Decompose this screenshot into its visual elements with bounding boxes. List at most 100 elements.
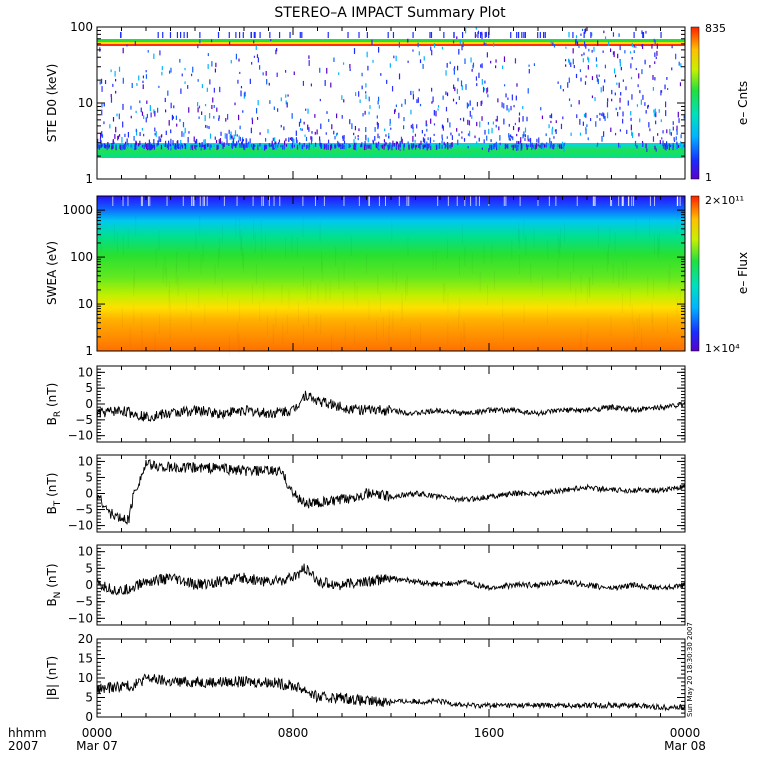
ste-count-mark: [161, 71, 163, 76]
ste-count-mark: [599, 112, 601, 116]
ste-count-mark: [495, 124, 497, 128]
ste-count-mark: [378, 144, 380, 149]
swea-texture-mark: [285, 238, 287, 259]
ste-count-mark: [268, 143, 270, 147]
swea-texture-mark: [204, 303, 206, 324]
ste-count-mark: [580, 38, 582, 42]
ste-count-mark: [341, 143, 343, 150]
ste-count-mark: [419, 144, 421, 148]
ste-count-mark: [155, 130, 157, 137]
ste-count-mark: [238, 58, 240, 62]
ste-count-mark: [282, 144, 284, 150]
ste-count-mark: [242, 110, 244, 113]
ste-count-mark: [502, 65, 504, 69]
ste-count-mark: [267, 129, 269, 134]
ste-count-mark: [453, 32, 455, 38]
ste-count-mark: [162, 32, 164, 38]
ylabel-main: B: [45, 417, 59, 425]
swea-gap-mark: [398, 196, 400, 206]
ste-count-mark: [175, 144, 177, 150]
ste-count-mark: [257, 100, 259, 106]
ste-count-mark: [241, 138, 244, 144]
ste-count-mark: [478, 137, 480, 142]
ste-colorbar-max: 835: [705, 22, 726, 35]
ste-count-mark: [272, 137, 274, 141]
ste-count-mark: [179, 58, 181, 63]
swea-texture-mark: [354, 325, 356, 346]
swea-texture-mark: [401, 293, 403, 314]
ytick-label: 100: [70, 250, 93, 264]
ste-count-mark: [234, 130, 237, 137]
ste-count-mark: [579, 132, 582, 136]
ste-count-mark: [354, 136, 356, 139]
ste-count-mark: [550, 144, 552, 148]
ste-count-mark: [210, 144, 212, 148]
ste-count-mark: [431, 101, 433, 104]
ste-count-mark: [103, 121, 105, 125]
ste-count-mark: [336, 113, 338, 119]
ste-count-mark: [587, 137, 589, 141]
ste-count-mark: [403, 117, 405, 122]
ste-count-mark: [527, 144, 530, 148]
ste-count-mark: [163, 143, 165, 146]
ste-count-mark: [479, 32, 482, 38]
ste-count-mark: [177, 140, 179, 144]
ste-count-mark: [583, 41, 586, 47]
ste-count-mark: [435, 110, 437, 117]
swea-texture-mark: [442, 283, 444, 304]
ste-count-mark: [165, 130, 167, 135]
ytick-label: 0: [85, 397, 93, 411]
ste-count-mark: [475, 76, 478, 81]
swea-texture-mark: [121, 307, 123, 328]
ste-count-mark: [675, 144, 677, 150]
ste-count-mark: [235, 143, 237, 148]
ste-count-mark: [515, 144, 518, 150]
ste-count-mark: [660, 32, 662, 38]
ste-count-mark: [546, 142, 548, 145]
ste-count-mark: [487, 122, 490, 125]
swea-gap-mark: [610, 196, 612, 206]
ste-count-mark: [398, 144, 400, 150]
swea-gap-mark: [202, 196, 204, 206]
ste-count-mark: [215, 62, 217, 68]
swea-texture-mark: [405, 280, 407, 301]
ste-count-mark: [196, 144, 198, 148]
ste-colorbar: [690, 26, 700, 180]
ste-count-mark: [607, 98, 609, 102]
swea-texture-mark: [679, 286, 681, 307]
ste-count-mark: [338, 72, 340, 75]
ste-count-mark: [517, 32, 520, 38]
ste-count-mark: [427, 137, 429, 141]
swea-gap-mark: [140, 196, 142, 206]
ste-count-mark: [150, 144, 152, 147]
ste-count-mark: [310, 136, 312, 140]
ste-count-mark: [553, 44, 556, 48]
ste-count-mark: [130, 105, 132, 110]
ste-count-mark: [606, 112, 609, 119]
swea-gap-mark: [406, 196, 408, 206]
ste-count-mark: [532, 144, 534, 149]
ste-count-mark: [437, 105, 440, 108]
ste-count-mark: [307, 124, 309, 130]
ste-count-mark: [486, 52, 488, 58]
ste-count-mark: [135, 130, 138, 136]
swea-texture-mark: [592, 265, 594, 286]
ste-count-mark: [467, 133, 470, 136]
ste-count-mark: [469, 110, 471, 117]
swea-texture-mark: [447, 322, 449, 343]
ste-count-mark: [193, 136, 195, 142]
ste-count-mark: [470, 57, 472, 63]
ste-count-mark: [446, 144, 448, 147]
ste-count-mark: [614, 92, 616, 96]
ste-count-mark: [403, 143, 405, 148]
ste-count-mark: [482, 86, 485, 93]
ste-count-mark: [636, 104, 639, 107]
swea-colorbar-min-text: 1×10⁴: [705, 342, 740, 355]
ste-count-mark: [220, 131, 222, 136]
swea-texture-mark: [335, 246, 337, 267]
ste-count-mark: [395, 104, 398, 108]
ste-count-mark: [278, 139, 281, 143]
ste-count-mark: [646, 148, 648, 152]
ste-count-mark: [510, 134, 512, 138]
ste-count-mark: [199, 143, 201, 147]
